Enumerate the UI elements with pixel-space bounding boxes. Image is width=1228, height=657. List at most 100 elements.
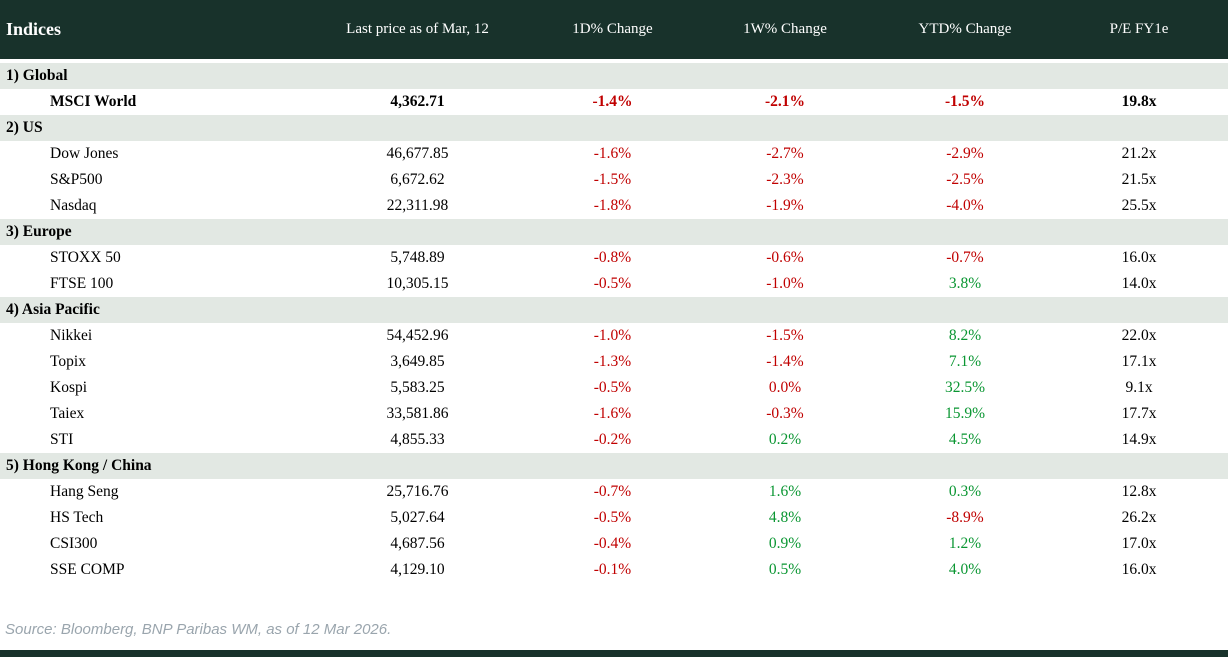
column-header-ytd-change: YTD% Change bbox=[880, 0, 1050, 59]
index-name: Nasdaq bbox=[0, 193, 300, 219]
change-1w: -1.5% bbox=[690, 323, 880, 349]
source-note: Source: Bloomberg, BNP Paribas WM, as of… bbox=[5, 621, 392, 638]
index-name: Topix bbox=[0, 349, 300, 375]
change-1d: -1.0% bbox=[535, 323, 690, 349]
change-1d: -0.1% bbox=[535, 557, 690, 583]
pe-value: 17.1x bbox=[1050, 349, 1228, 375]
last-price: 5,027.64 bbox=[300, 505, 535, 531]
index-name: Nikkei bbox=[0, 323, 300, 349]
change-1w: -0.3% bbox=[690, 401, 880, 427]
last-price: 4,362.71 bbox=[300, 89, 535, 115]
index-row: Kospi 5,583.25 -0.5% 0.0% 32.5% 9.1x bbox=[0, 375, 1228, 401]
change-1d: -0.7% bbox=[535, 479, 690, 505]
change-ytd: 7.1% bbox=[880, 349, 1050, 375]
last-price: 5,583.25 bbox=[300, 375, 535, 401]
section-row: 4) Asia Pacific bbox=[0, 297, 1228, 323]
index-name: SSE COMP bbox=[0, 557, 300, 583]
change-1d: -1.6% bbox=[535, 141, 690, 167]
change-ytd: 4.5% bbox=[880, 427, 1050, 453]
change-ytd: 32.5% bbox=[880, 375, 1050, 401]
index-name: HS Tech bbox=[0, 505, 300, 531]
pe-value: 16.0x bbox=[1050, 245, 1228, 271]
change-1w: -1.9% bbox=[690, 193, 880, 219]
change-1d: -1.3% bbox=[535, 349, 690, 375]
change-1w: 0.5% bbox=[690, 557, 880, 583]
change-1w: -2.7% bbox=[690, 141, 880, 167]
change-1w: -2.1% bbox=[690, 89, 880, 115]
change-ytd: -4.0% bbox=[880, 193, 1050, 219]
index-name: S&P500 bbox=[0, 167, 300, 193]
pe-value: 9.1x bbox=[1050, 375, 1228, 401]
index-name: Dow Jones bbox=[0, 141, 300, 167]
section-label: 3) Europe bbox=[0, 219, 1228, 245]
change-ytd: 3.8% bbox=[880, 271, 1050, 297]
last-price: 5,748.89 bbox=[300, 245, 535, 271]
change-1d: -0.5% bbox=[535, 505, 690, 531]
index-name: Hang Seng bbox=[0, 479, 300, 505]
index-row: SSE COMP 4,129.10 -0.1% 0.5% 4.0% 16.0x bbox=[0, 557, 1228, 583]
change-ytd: -2.5% bbox=[880, 167, 1050, 193]
change-1d: -0.5% bbox=[535, 375, 690, 401]
change-1d: -1.4% bbox=[535, 89, 690, 115]
column-header-1w-change: 1W% Change bbox=[690, 0, 880, 59]
change-ytd: 1.2% bbox=[880, 531, 1050, 557]
last-price: 10,305.15 bbox=[300, 271, 535, 297]
change-1d: -1.5% bbox=[535, 167, 690, 193]
index-row: FTSE 100 10,305.15 -0.5% -1.0% 3.8% 14.0x bbox=[0, 271, 1228, 297]
change-ytd: -8.9% bbox=[880, 505, 1050, 531]
last-price: 3,649.85 bbox=[300, 349, 535, 375]
pe-value: 12.8x bbox=[1050, 479, 1228, 505]
change-1w: -1.0% bbox=[690, 271, 880, 297]
section-label: 2) US bbox=[0, 115, 1228, 141]
section-row: 2) US bbox=[0, 115, 1228, 141]
section-label: 5) Hong Kong / China bbox=[0, 453, 1228, 479]
change-1d: -0.5% bbox=[535, 271, 690, 297]
column-header-1d-change: 1D% Change bbox=[535, 0, 690, 59]
last-price: 54,452.96 bbox=[300, 323, 535, 349]
last-price: 22,311.98 bbox=[300, 193, 535, 219]
index-name: STOXX 50 bbox=[0, 245, 300, 271]
section-row: 5) Hong Kong / China bbox=[0, 453, 1228, 479]
pe-value: 17.7x bbox=[1050, 401, 1228, 427]
last-price: 25,716.76 bbox=[300, 479, 535, 505]
change-ytd: 8.2% bbox=[880, 323, 1050, 349]
last-price: 6,672.62 bbox=[300, 167, 535, 193]
change-1w: 0.2% bbox=[690, 427, 880, 453]
indices-table-body: 1) Global MSCI World 4,362.71 -1.4% -2.1% -1.… bbox=[0, 59, 1228, 583]
change-ytd: -1.5% bbox=[880, 89, 1050, 115]
section-row: 3) Europe bbox=[0, 219, 1228, 245]
last-price: 4,687.56 bbox=[300, 531, 535, 557]
header-gap bbox=[0, 59, 1228, 63]
last-price: 4,129.10 bbox=[300, 557, 535, 583]
index-name: FTSE 100 bbox=[0, 271, 300, 297]
bottom-bar bbox=[0, 650, 1228, 657]
change-1d: -1.6% bbox=[535, 401, 690, 427]
index-row: Dow Jones 46,677.85 -1.6% -2.7% -2.9% 21.2x bbox=[0, 141, 1228, 167]
last-price: 4,855.33 bbox=[300, 427, 535, 453]
index-name: CSI300 bbox=[0, 531, 300, 557]
last-price: 46,677.85 bbox=[300, 141, 535, 167]
section-label: 4) Asia Pacific bbox=[0, 297, 1228, 323]
index-name: Taiex bbox=[0, 401, 300, 427]
index-name: MSCI World bbox=[0, 89, 300, 115]
index-name: STI bbox=[0, 427, 300, 453]
index-row: Taiex 33,581.86 -1.6% -0.3% 15.9% 17.7x bbox=[0, 401, 1228, 427]
change-1d: -0.4% bbox=[535, 531, 690, 557]
change-ytd: 15.9% bbox=[880, 401, 1050, 427]
change-1w: 1.6% bbox=[690, 479, 880, 505]
change-ytd: -2.9% bbox=[880, 141, 1050, 167]
pe-value: 26.2x bbox=[1050, 505, 1228, 531]
index-row: S&P500 6,672.62 -1.5% -2.3% -2.5% 21.5x bbox=[0, 167, 1228, 193]
section-row: 1) Global bbox=[0, 63, 1228, 89]
change-1w: -1.4% bbox=[690, 349, 880, 375]
change-1w: -0.6% bbox=[690, 245, 880, 271]
pe-value: 14.9x bbox=[1050, 427, 1228, 453]
change-1d: -0.8% bbox=[535, 245, 690, 271]
change-ytd: -0.7% bbox=[880, 245, 1050, 271]
change-1w: 0.9% bbox=[690, 531, 880, 557]
index-row: CSI300 4,687.56 -0.4% 0.9% 1.2% 17.0x bbox=[0, 531, 1228, 557]
pe-value: 17.0x bbox=[1050, 531, 1228, 557]
change-ytd: 0.3% bbox=[880, 479, 1050, 505]
pe-value: 14.0x bbox=[1050, 271, 1228, 297]
